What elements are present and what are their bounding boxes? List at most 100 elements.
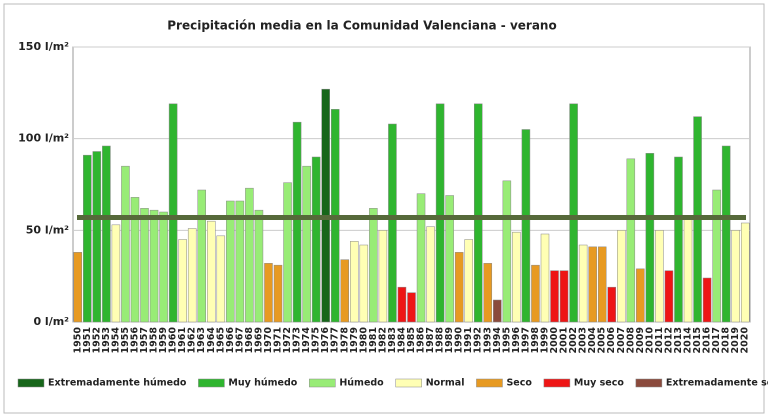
x-tick-label: 1999	[539, 327, 550, 353]
bar	[149, 209, 159, 323]
y-tick-label: 100 l/m²	[18, 132, 69, 145]
x-tick-label: 1964	[206, 327, 217, 354]
x-tick-label: 2006	[606, 327, 617, 354]
legend-swatch	[635, 378, 663, 388]
x-tick-label: 2001	[559, 327, 570, 353]
bar	[207, 220, 216, 323]
bar	[283, 182, 292, 323]
legend-label: Extremadamente seco	[666, 378, 768, 389]
bar	[397, 286, 407, 323]
bar	[197, 189, 206, 323]
x-tick-label: 1982	[377, 327, 388, 353]
bar	[454, 252, 464, 323]
bar	[721, 145, 731, 323]
x-tick-label: 2012	[663, 327, 674, 353]
bar	[569, 103, 578, 323]
x-tick-label: 2002	[568, 327, 579, 353]
bar	[493, 299, 502, 323]
x-tick-label: 1975	[311, 327, 322, 353]
legend-swatch	[309, 378, 336, 388]
x-tick-label: 1980	[358, 327, 369, 354]
bar	[407, 292, 416, 323]
x-tick-label: 2007	[616, 327, 627, 353]
x-tick-label: 1957	[139, 327, 150, 353]
y-tick-label: 50 l/m²	[26, 223, 69, 236]
bar	[512, 231, 521, 323]
bar	[264, 263, 273, 323]
x-tick-label: 1972	[282, 327, 293, 353]
bar	[674, 156, 683, 323]
bar	[159, 211, 168, 323]
bar	[121, 165, 130, 323]
chart-title: Precipitación media en la Comunidad Vale…	[167, 19, 556, 33]
bar	[302, 165, 311, 323]
x-tick-label: 1992	[473, 327, 484, 353]
x-tick-label: 2010	[644, 327, 655, 354]
bar	[626, 158, 636, 323]
x-tick-label: 2019	[730, 327, 741, 353]
x-tick-label: 2005	[597, 327, 608, 353]
x-tick-label: 1968	[244, 327, 255, 354]
bar	[416, 193, 426, 323]
bar	[655, 230, 664, 323]
bar	[597, 246, 607, 323]
x-tick-label: 1965	[215, 327, 226, 353]
bar	[607, 286, 616, 323]
x-tick-label: 1951	[82, 327, 93, 353]
x-tick-label: 1953	[101, 327, 112, 353]
legend-label: Muy seco	[574, 378, 624, 389]
x-tick-label: 1990	[454, 327, 465, 354]
bar	[359, 244, 369, 323]
x-tick-label: 1977	[330, 327, 341, 353]
y-tick-label: 150 l/m²	[18, 40, 69, 53]
x-tick-label: 1995	[501, 327, 512, 353]
x-tick-label: 2018	[721, 327, 732, 354]
x-tick-label: 1952	[91, 327, 102, 353]
x-tick-label: 1956	[129, 327, 140, 354]
bar	[521, 129, 531, 323]
x-tick-label: 2016	[702, 327, 713, 354]
x-tick-label: 1971	[273, 327, 284, 353]
bar	[292, 121, 302, 323]
bar	[540, 233, 550, 323]
x-tick-label: 1993	[482, 327, 493, 353]
x-tick-label: 2004	[587, 327, 598, 354]
x-tick-label: 2000	[549, 327, 560, 354]
bar	[702, 277, 712, 323]
x-tick-label: 1984	[396, 327, 407, 354]
x-tick-label: 1963	[196, 327, 207, 353]
bar	[92, 151, 102, 323]
x-tick-label: 1954	[110, 327, 121, 354]
x-tick-label: 1976	[320, 327, 331, 354]
bar	[550, 270, 559, 323]
x-tick-label: 2003	[578, 327, 589, 353]
bar	[83, 154, 92, 323]
bar	[235, 200, 245, 323]
legend-swatch	[17, 378, 45, 388]
x-tick-label: 1981	[368, 327, 379, 353]
bar	[187, 228, 197, 323]
x-tick-label: 1959	[158, 327, 169, 353]
x-tick-label: 2017	[711, 327, 722, 353]
x-tick-label: 1973	[292, 327, 303, 353]
x-tick-label: 1950	[72, 327, 83, 354]
bar	[588, 246, 597, 323]
bar	[617, 230, 626, 323]
bar	[731, 230, 740, 323]
x-tick-label: 1994	[492, 327, 503, 354]
bar	[254, 209, 264, 323]
legend-swatch	[476, 378, 503, 388]
bar	[273, 264, 283, 323]
bar	[378, 230, 388, 323]
bar	[559, 270, 569, 323]
bar	[216, 235, 226, 323]
legend-swatch	[395, 378, 422, 388]
bar	[578, 244, 588, 323]
bar	[483, 263, 493, 323]
bar	[473, 103, 483, 323]
x-tick-label: 1987	[425, 327, 436, 353]
bar	[664, 270, 674, 323]
bar	[740, 222, 750, 323]
legend-label: Extremadamente húmedo	[48, 378, 187, 389]
